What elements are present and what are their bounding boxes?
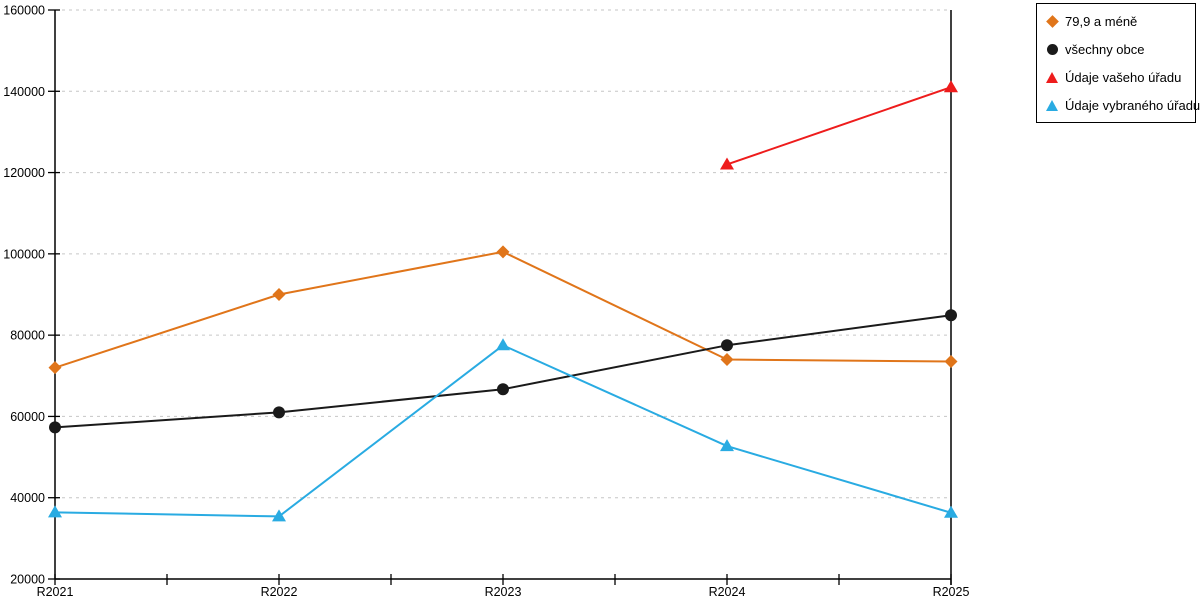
x-tick-label: R2022 [261, 585, 298, 599]
legend-item: 79,9 a méně [1045, 13, 1191, 29]
y-tick-label: 40000 [10, 491, 45, 505]
series-line-1 [54, 314, 952, 429]
y-tick-label: 20000 [10, 573, 45, 587]
data-point-marker [721, 339, 733, 352]
data-point-marker [273, 406, 285, 419]
legend-label: Údaje vybraného úřadu [1065, 97, 1200, 113]
legend-label: Údaje vašeho úřadu [1065, 69, 1182, 85]
chart-legend: 79,9 a méně všechny obce Údaje vašeho úřad… [1036, 3, 1200, 123]
data-point-marker [720, 439, 734, 452]
data-point-marker [720, 157, 734, 170]
x-tick-label: R2023 [485, 585, 522, 599]
triangle-marker-icon [1045, 71, 1059, 83]
data-point-marker [48, 505, 62, 518]
data-point-marker [945, 309, 957, 322]
x-tick-label: R2021 [37, 585, 74, 599]
legend-label: všechny obce [1065, 41, 1145, 57]
circle-marker-icon [1045, 43, 1059, 55]
legend-item: všechny obce [1045, 41, 1191, 57]
legend-label: 79,9 a méně [1065, 13, 1138, 29]
data-point-marker [272, 509, 286, 522]
y-tick-label: 120000 [3, 166, 45, 180]
y-tick-label: 140000 [3, 85, 45, 99]
data-point-marker [944, 80, 958, 93]
diamond-marker-icon [1045, 14, 1059, 28]
data-point-marker [272, 288, 286, 301]
x-tick-label: R2024 [709, 585, 746, 599]
x-tick-label: R2025 [933, 585, 970, 599]
legend-item: Údaje vašeho úřadu [1045, 69, 1191, 85]
y-tick-label: 100000 [3, 247, 45, 261]
triangle-marker-icon [1045, 99, 1059, 111]
data-point-marker [496, 245, 510, 259]
data-point-marker [944, 505, 958, 518]
y-tick-label: 160000 [3, 4, 45, 18]
y-tick-label: 80000 [10, 329, 45, 343]
y-tick-label: 60000 [10, 410, 45, 424]
legend-item: Údaje vybraného úřadu [1045, 97, 1200, 113]
data-point-marker [944, 355, 958, 369]
data-point-marker [496, 338, 510, 351]
series-line-3 [54, 344, 952, 518]
data-point-marker [48, 361, 62, 375]
series-line-2 [726, 86, 952, 166]
data-point-marker [49, 421, 61, 434]
data-point-marker [720, 353, 734, 367]
data-point-marker [497, 383, 509, 396]
